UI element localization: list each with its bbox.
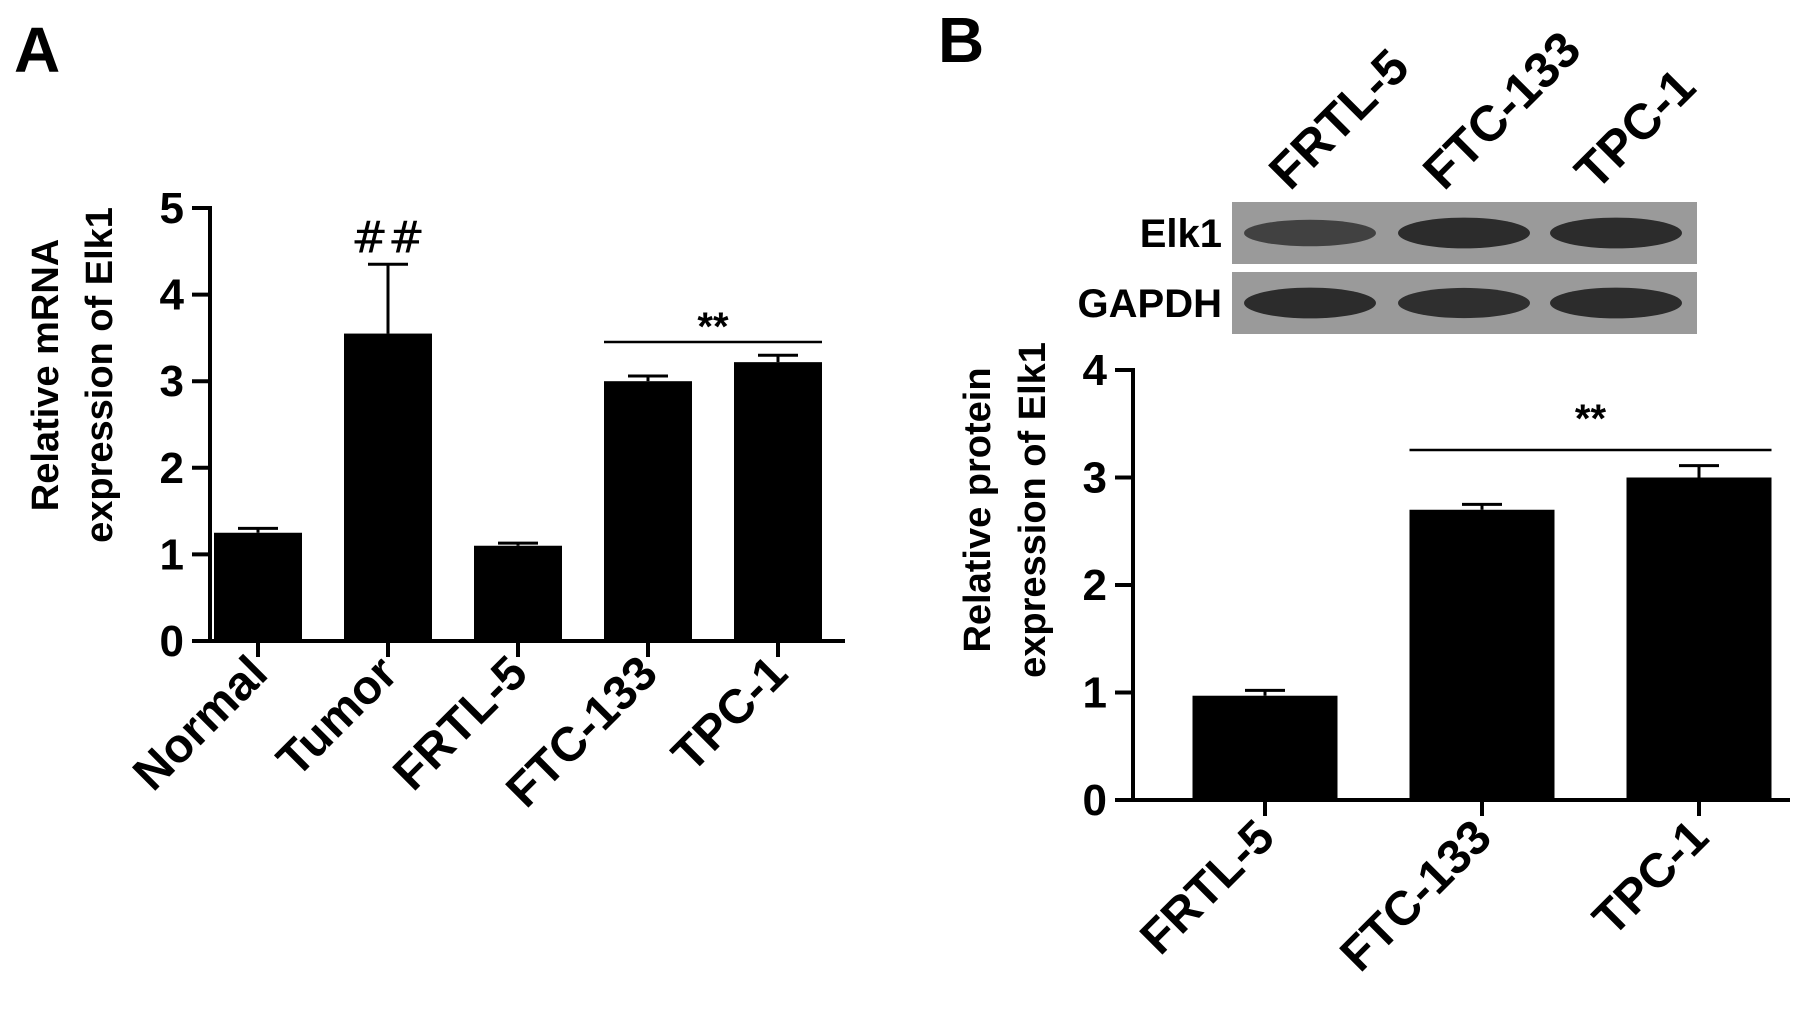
- y-tick-label: 3: [1083, 454, 1107, 503]
- bar: [734, 362, 822, 641]
- blot-row-label: GAPDH: [1078, 282, 1222, 326]
- chart-b-ylabel-line2: expression of Elk1: [1012, 342, 1054, 678]
- bar: [1409, 509, 1555, 800]
- y-tick-label: 4: [160, 271, 185, 320]
- y-tick-label: 5: [160, 184, 184, 233]
- panel-label-b: B: [938, 4, 984, 76]
- blot-band: [1244, 219, 1376, 247]
- blot-band: [1398, 287, 1530, 319]
- bar: [344, 333, 432, 641]
- blot-band: [1398, 217, 1530, 249]
- x-tick-label: FRTL-5: [1130, 810, 1284, 964]
- y-tick-label: 0: [1083, 776, 1107, 825]
- chart-a-ylabel-line2: expression of Elk1: [79, 207, 121, 543]
- y-tick-label: 2: [1083, 561, 1107, 610]
- bar: [214, 532, 302, 641]
- bar: [604, 381, 692, 641]
- chart-a: Relative mRNA expression of Elk1 0 1 2 3 4 5 N…: [25, 184, 845, 818]
- y-tick-label: 1: [160, 530, 184, 579]
- x-tick-label: TPC-1: [1583, 810, 1719, 946]
- y-tick-label: 0: [160, 617, 184, 666]
- panel-label-a: A: [14, 14, 60, 86]
- bar: [1626, 477, 1772, 800]
- blot-lane-label: FTC-133: [1412, 21, 1591, 200]
- bar: [1192, 695, 1338, 800]
- significance-label: **: [697, 305, 729, 349]
- y-tick-label: 3: [160, 357, 184, 406]
- x-tick-label: FTC-133: [1330, 810, 1501, 981]
- significance-label: **: [1575, 397, 1607, 441]
- y-tick-label: 1: [1083, 669, 1107, 718]
- chart-b-ylabel-line1: Relative protein: [957, 367, 999, 652]
- significance-label: ##: [351, 212, 425, 263]
- x-tick-label: TPC-1: [662, 646, 798, 782]
- chart-b: Relative protein expression of Elk1 0 1 2 3…: [957, 342, 1790, 982]
- x-tick-label: Normal: [123, 646, 277, 800]
- blot-lane-label: FRTL-5: [1258, 38, 1419, 199]
- chart-a-ylabel-line1: Relative mRNA: [25, 239, 67, 511]
- blot-band: [1244, 287, 1376, 319]
- blot-lane-label: TPC-1: [1564, 58, 1706, 200]
- y-tick-label: 4: [1083, 346, 1108, 395]
- blot-band: [1550, 287, 1682, 319]
- blot-band: [1550, 217, 1682, 249]
- blot-row-label: Elk1: [1140, 212, 1222, 256]
- bar: [474, 545, 562, 641]
- y-tick-label: 2: [160, 444, 184, 493]
